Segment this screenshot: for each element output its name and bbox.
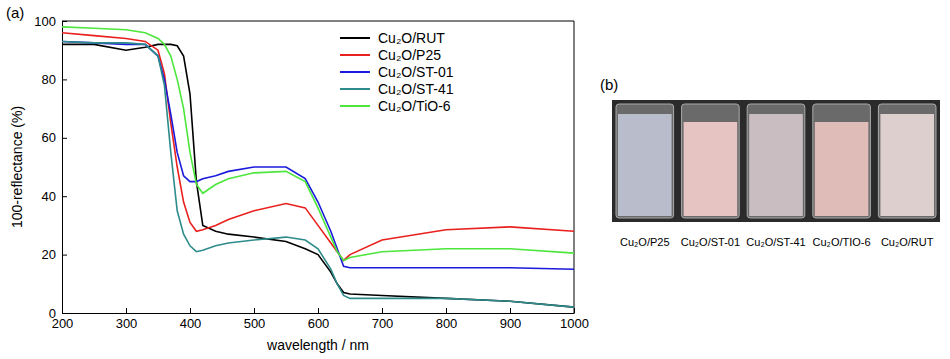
legend-swatch — [340, 71, 370, 73]
panel-label: (b) — [600, 76, 618, 93]
tick-label: 100 — [34, 14, 56, 29]
tick-label: 0 — [49, 306, 56, 321]
photo-background — [612, 100, 940, 222]
tick: 900 — [500, 308, 522, 331]
tick-label: 900 — [500, 316, 522, 331]
tick-label: 40 — [42, 189, 56, 204]
y-axis: 0 20 40 60 80 100 — [34, 14, 67, 321]
data-line — [62, 41, 574, 307]
tick: 80 — [42, 72, 67, 87]
panel-label: (a) — [6, 4, 24, 21]
y-axis-title: 100-reflectance (%) — [9, 106, 25, 228]
tick: 20 — [42, 247, 67, 262]
tick: 400 — [180, 308, 202, 331]
tick-mark — [510, 308, 511, 313]
frame-line — [62, 21, 574, 22]
tick-mark — [62, 196, 67, 197]
legend-label: Cu₂O/ST-01 — [378, 64, 454, 80]
tick-label: 20 — [42, 247, 56, 262]
tick-label: 700 — [372, 316, 394, 331]
tick: 300 — [116, 308, 138, 331]
vial — [747, 104, 805, 218]
tick-mark — [62, 255, 67, 256]
legend-label: Cu₂O/TiO-6 — [378, 98, 451, 114]
photo-caption: Cu₂O/ST-41 — [746, 236, 805, 248]
powder — [618, 114, 672, 216]
tick-label: 800 — [436, 316, 458, 331]
tick-label: 1000 — [560, 316, 589, 331]
legend-label: Cu₂O/RUT — [378, 30, 445, 46]
tick: 0 — [49, 306, 67, 321]
tick-label: 500 — [244, 316, 266, 331]
tick-mark — [254, 308, 255, 313]
tick: 40 — [42, 189, 67, 204]
figure: (a)2003004005006007008009001000020406080… — [0, 0, 950, 359]
legend-swatch — [340, 88, 370, 90]
powder — [815, 122, 869, 216]
vial — [682, 104, 740, 218]
tick-label: 300 — [116, 316, 138, 331]
tick-mark — [382, 308, 383, 313]
x-axis: 2003004005006007008009001000 — [52, 308, 589, 331]
powder — [749, 114, 803, 216]
tick-label: 400 — [180, 316, 202, 331]
photo-caption: Cu₂O/P25 — [620, 236, 670, 248]
tick: 700 — [372, 308, 394, 331]
powder — [880, 114, 934, 216]
tick: 500 — [244, 308, 266, 331]
tick-mark — [446, 308, 447, 313]
tick-label: 80 — [42, 72, 56, 87]
tick-mark — [62, 313, 67, 314]
data-line — [62, 41, 574, 269]
photo-caption: Cu₂O/RUT — [881, 236, 934, 248]
vial — [813, 104, 871, 218]
tick: 600 — [308, 308, 330, 331]
axis-line — [63, 313, 575, 314]
tick-mark — [190, 308, 191, 313]
tick-mark — [62, 79, 67, 80]
x-axis-title: wavelength / nm — [266, 337, 369, 353]
tick-mark — [318, 308, 319, 313]
plot-lines — [62, 27, 574, 307]
vial — [878, 104, 936, 218]
legend-swatch — [340, 37, 370, 39]
tick: 800 — [436, 308, 458, 331]
tick-label: 600 — [308, 316, 330, 331]
photo-caption: Cu₂O/ST-01 — [681, 236, 740, 248]
tick-mark — [62, 138, 67, 139]
vial — [616, 104, 674, 218]
legend-label: Cu₂O/ST-41 — [378, 81, 454, 97]
legend: Cu₂O/RUTCu₂O/P25Cu₂O/ST-01Cu₂O/ST-41Cu₂O… — [340, 30, 454, 114]
axis-line — [62, 22, 63, 314]
tick-mark — [126, 308, 127, 313]
tick-label: 60 — [42, 130, 56, 145]
data-line — [62, 33, 574, 261]
photo-caption: Cu₂O/TIO-6 — [813, 236, 871, 248]
powder — [684, 122, 738, 216]
legend-label: Cu₂O/P25 — [378, 47, 441, 63]
tick: 60 — [42, 130, 67, 145]
legend-swatch — [340, 105, 370, 107]
legend-swatch — [340, 54, 370, 56]
data-line — [62, 27, 574, 261]
